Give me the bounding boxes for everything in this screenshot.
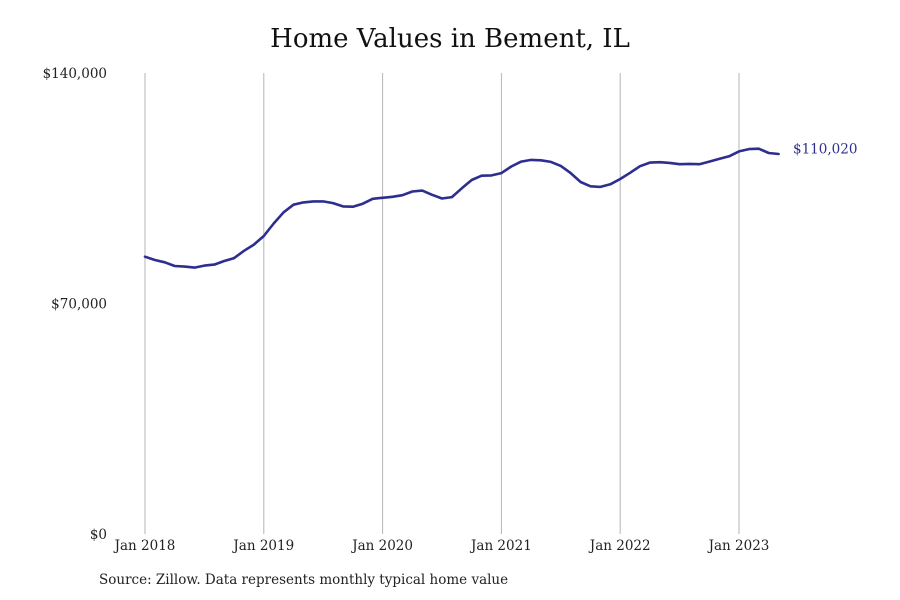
x-axis: Jan 2018 Jan 2019 Jan 2020 Jan 2021 Jan 2022… bbox=[113, 538, 770, 554]
x-tick-label: Jan 2018 bbox=[113, 538, 176, 554]
y-tick-label: $70,000 bbox=[51, 297, 107, 313]
series-group bbox=[143, 147, 780, 269]
annotations: $110,020 bbox=[793, 142, 857, 158]
y-tick-label: $140,000 bbox=[43, 66, 107, 82]
x-tick-label: Jan 2023 bbox=[707, 538, 770, 554]
x-tick-label: Jan 2022 bbox=[588, 538, 651, 554]
y-axis: $0 $70,000 $140,000 bbox=[43, 66, 107, 543]
x-tick-label: Jan 2021 bbox=[469, 538, 532, 554]
end-value-label: $110,020 bbox=[793, 142, 857, 158]
series-line bbox=[143, 147, 780, 269]
y-tick-label: $0 bbox=[90, 527, 107, 543]
chart-title: Home Values in Bement, IL bbox=[270, 24, 630, 54]
x-tick-label: Jan 2019 bbox=[231, 538, 294, 554]
x-tick-label: Jan 2020 bbox=[350, 538, 413, 554]
source-note: Source: Zillow. Data represents monthly … bbox=[99, 572, 509, 588]
vertical-gridlines bbox=[144, 73, 740, 534]
